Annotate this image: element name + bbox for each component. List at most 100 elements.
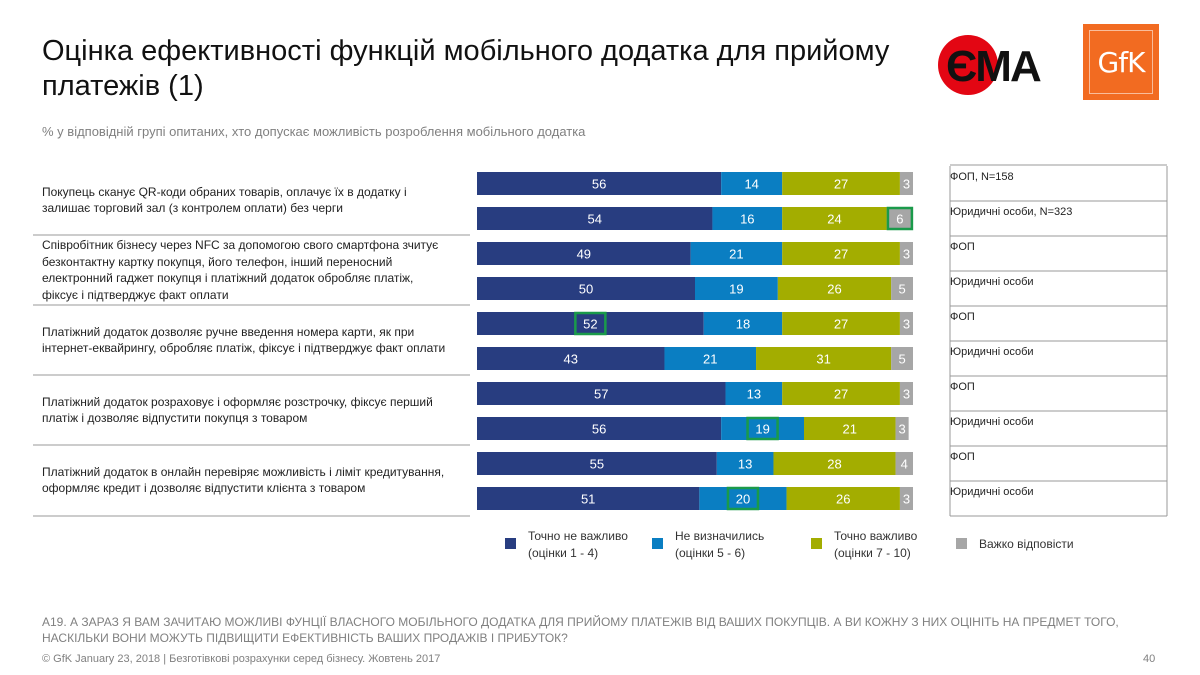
legend-label-3: Точно важливо <box>834 529 918 543</box>
bar-segment <box>773 452 896 475</box>
bar-segment <box>477 312 704 335</box>
bar-value-label: 50 <box>579 282 593 297</box>
legend-label-2: Не визначились <box>675 529 765 543</box>
bar-segment <box>477 417 722 440</box>
bar-value-label: 20 <box>736 492 750 507</box>
bar-segment <box>721 417 804 440</box>
bar-segment <box>899 487 913 510</box>
bar-value-label: 26 <box>836 492 850 507</box>
bar-value-label: 56 <box>592 177 606 192</box>
bar-value-label: 54 <box>587 212 601 227</box>
question-text: Платіжний додаток в онлайн перевіряє мож… <box>42 464 445 496</box>
question-text: Покупець сканує QR-коди обраних товарів,… <box>42 184 407 216</box>
bar-segment <box>477 172 722 195</box>
bar-segment <box>777 277 892 300</box>
legend-swatch-4 <box>956 538 967 549</box>
bar-value-label: 27 <box>834 247 848 262</box>
bar-value-label: 27 <box>834 387 848 402</box>
legend-sub-3: (оцінки 7 - 10) <box>834 546 911 560</box>
bar-value-label: 6 <box>896 212 903 227</box>
bar-segment <box>477 207 713 230</box>
legend-label-1: Точно не важливо <box>528 529 628 543</box>
bar-segment <box>782 382 900 405</box>
bar-value-label: 55 <box>590 457 604 472</box>
bar-segment <box>786 487 900 510</box>
segment-label: ФОП <box>950 381 975 393</box>
segment-label: ФОП <box>950 311 975 323</box>
bar-value-label: 16 <box>740 212 754 227</box>
legend-sub-1: (оцінки 1 - 4) <box>528 546 599 560</box>
segment-label: ФОП <box>950 241 975 253</box>
legend-item-3: Точно важливо (оцінки 7 - 10) <box>811 528 917 562</box>
bar-segment <box>664 347 757 370</box>
bar-segment <box>895 452 913 475</box>
bar-value-label: 3 <box>903 247 910 262</box>
legend-swatch-1 <box>505 538 516 549</box>
segment-label: Юридичні особи <box>950 486 1034 498</box>
legend-item-1: Точно не важливо (оцінки 1 - 4) <box>505 528 628 562</box>
page-number: 40 <box>1143 653 1156 665</box>
bar-segment <box>899 242 913 265</box>
bar-segment <box>891 347 913 370</box>
bar-value-label: 21 <box>729 247 743 262</box>
bar-segment <box>703 312 783 335</box>
segment-label: Юридичні особи <box>950 346 1034 358</box>
bar-segment <box>477 487 700 510</box>
bar-value-label: 31 <box>816 352 830 367</box>
bar-value-label: 52 <box>583 317 597 332</box>
bar-segment <box>699 487 787 510</box>
bar-segment <box>712 207 783 230</box>
legend-sub-2: (оцінки 5 - 6) <box>675 546 746 560</box>
bar-value-label: 24 <box>827 212 841 227</box>
bar-value-label: 27 <box>834 317 848 332</box>
bar-value-label: 4 <box>901 457 908 472</box>
question-text: Платіжний додаток дозволяє ручне введенн… <box>42 324 446 356</box>
bar-segment <box>716 452 774 475</box>
highlight-box <box>886 206 914 231</box>
ema-logo-text: ЄМА <box>946 42 1041 91</box>
bar-segment <box>477 347 665 370</box>
bar-segment <box>886 207 913 230</box>
bar-segment <box>477 382 726 405</box>
bar-value-label: 51 <box>581 492 595 507</box>
bar-segment <box>782 242 900 265</box>
bar-value-label: 18 <box>736 317 750 332</box>
segment-label: Юридичні особи, N=323 <box>950 206 1073 218</box>
bar-segment <box>804 417 896 440</box>
bar-value-label: 19 <box>729 282 743 297</box>
bar-value-label: 49 <box>577 247 591 262</box>
bar-segment <box>782 312 900 335</box>
bar-value-label: 13 <box>747 387 761 402</box>
bar-value-label: 19 <box>755 422 769 437</box>
bar-segment <box>477 452 717 475</box>
bar-value-label: 56 <box>592 422 606 437</box>
bar-segment <box>725 382 783 405</box>
bar-segment <box>782 207 887 230</box>
bar-value-label: 26 <box>827 282 841 297</box>
page-subtitle: % у відповідній групі опитаних, хто допу… <box>42 124 586 139</box>
highlight-box <box>746 416 779 441</box>
ema-logo: ЄМА <box>938 35 1043 95</box>
legend-item-2: Не визначились (оцінки 5 - 6) <box>652 528 764 562</box>
bar-value-label: 5 <box>898 352 905 367</box>
bar-value-label: 14 <box>744 177 758 192</box>
bar-segment <box>895 417 909 440</box>
bar-value-label: 27 <box>834 177 848 192</box>
bar-segment <box>690 242 783 265</box>
bar-value-label: 43 <box>564 352 578 367</box>
legend-swatch-3 <box>811 538 822 549</box>
bar-segment <box>899 172 913 195</box>
footer-copyright: © GfK January 23, 2018 | Безготівкові ро… <box>42 653 441 665</box>
bar-segment <box>782 172 900 195</box>
bar-segment <box>695 277 778 300</box>
highlight-box <box>726 486 760 511</box>
bar-value-label: 3 <box>903 317 910 332</box>
bar-value-label: 3 <box>903 177 910 192</box>
bar-value-label: 21 <box>703 352 717 367</box>
segment-label: Юридичні особи <box>950 416 1034 428</box>
bar-segment <box>477 277 695 300</box>
bar-value-label: 28 <box>827 457 841 472</box>
footnote: А19. А ЗАРАЗ Я ВАМ ЗАЧИТАЮ МОЖЛИВІ ФУНЦІ… <box>42 615 1119 645</box>
segment-label: ФОП <box>950 451 975 463</box>
